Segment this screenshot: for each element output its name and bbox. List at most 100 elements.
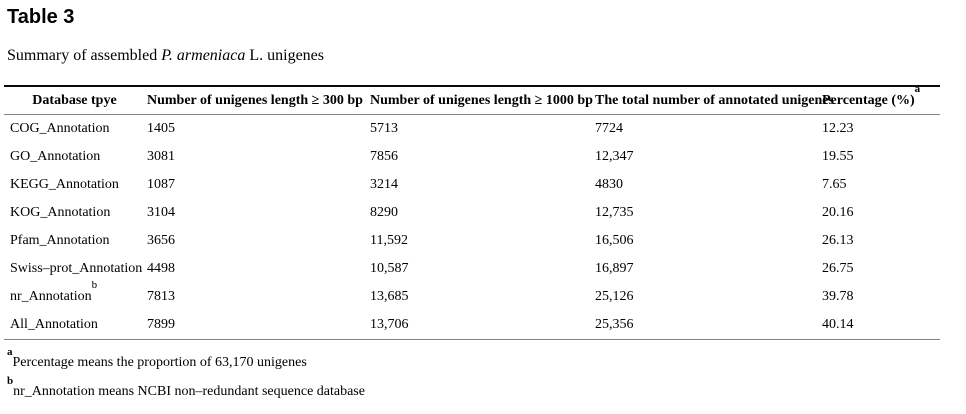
caption-prefix: Summary of assembled bbox=[7, 47, 162, 64]
cell-value: COG_Annotation bbox=[10, 121, 110, 136]
column-header-label: Number of unigenes length ≥ 1000 bp bbox=[370, 93, 593, 108]
cell-database: All_Annotation bbox=[4, 311, 145, 340]
table-body: COG_Annotation 1405 5713 7724 12.23 GO_Annota… bbox=[4, 115, 940, 340]
cell-value: 4830 bbox=[595, 177, 623, 192]
table-row: KEGG_Annotation 1087 3214 4830 7.65 bbox=[4, 171, 940, 199]
cell-value: 12,735 bbox=[595, 205, 634, 220]
cell-value: 1405 bbox=[147, 121, 175, 136]
footnote-marker-b: b bbox=[7, 375, 14, 388]
cell-value: 7856 bbox=[370, 149, 398, 164]
cell-percentage: 12.23 bbox=[820, 115, 940, 144]
cell-len1000: 11,592 bbox=[368, 227, 593, 255]
cell-value: KOG_Annotation bbox=[10, 205, 111, 220]
cell-value: 11,592 bbox=[370, 233, 408, 248]
cell-len1000: 7856 bbox=[368, 143, 593, 171]
cell-value: nr_Annotation bbox=[10, 289, 92, 304]
cell-database: KEGG_Annotation bbox=[4, 171, 145, 199]
cell-value: 7899 bbox=[147, 317, 175, 332]
cell-value: 16,506 bbox=[595, 233, 634, 248]
table-row: Pfam_Annotation 3656 11,592 16,506 26.13 bbox=[4, 227, 940, 255]
cell-value: 3081 bbox=[147, 149, 175, 164]
cell-value: 19.55 bbox=[822, 149, 854, 164]
cell-value: 1087 bbox=[147, 177, 175, 192]
cell-value: Swiss–prot_Annotation bbox=[10, 261, 143, 276]
cell-len300: 4498 bbox=[145, 255, 368, 283]
cell-value: 26.75 bbox=[822, 261, 854, 276]
footnotes: aPercentage means the proportion of 63,1… bbox=[7, 347, 966, 401]
cell-len300: 3656 bbox=[145, 227, 368, 255]
cell-total: 12,735 bbox=[593, 199, 820, 227]
table-row: COG_Annotation 1405 5713 7724 12.23 bbox=[4, 115, 940, 144]
cell-value: GO_Annotation bbox=[10, 149, 101, 164]
column-header-len300: Number of unigenes length ≥ 300 bp bbox=[145, 86, 368, 115]
cell-value: 25,126 bbox=[595, 289, 634, 304]
footnote-text: nr_Annotation means NCBI non–redundant s… bbox=[13, 384, 365, 399]
cell-percentage: 19.55 bbox=[820, 143, 940, 171]
table-header-row: Database tpye Number of unigenes length ≥… bbox=[4, 83, 940, 115]
cell-database: COG_Annotation bbox=[4, 115, 145, 144]
cell-len300: 1405 bbox=[145, 115, 368, 144]
cell-value: 10,587 bbox=[370, 261, 409, 276]
cell-database: nr_Annotationb bbox=[4, 280, 145, 311]
table-caption: Summary of assembled P. armeniaca L. uni… bbox=[7, 46, 966, 65]
column-header-label: Percentage (%) bbox=[822, 93, 915, 108]
table-row: KOG_Annotation 3104 8290 12,735 20.16 bbox=[4, 199, 940, 227]
cell-len300: 3104 bbox=[145, 199, 368, 227]
cell-value: 7813 bbox=[147, 289, 175, 304]
column-header-label: Database tpye bbox=[32, 93, 117, 108]
cell-len300: 3081 bbox=[145, 143, 368, 171]
cell-percentage: 20.16 bbox=[820, 199, 940, 227]
cell-value: 20.16 bbox=[822, 205, 854, 220]
cell-value: 7724 bbox=[595, 121, 623, 136]
cell-database: KOG_Annotation bbox=[4, 199, 145, 227]
cell-len1000: 13,706 bbox=[368, 311, 593, 340]
table-row: All_Annotation 7899 13,706 25,356 40.14 bbox=[4, 311, 940, 340]
column-header-len1000: Number of unigenes length ≥ 1000 bp bbox=[368, 86, 593, 115]
cell-value: 26.13 bbox=[822, 233, 854, 248]
unigenes-summary-table: Database tpye Number of unigenes length ≥… bbox=[4, 83, 940, 340]
cell-percentage: 26.75 bbox=[820, 255, 940, 283]
cell-total: 16,506 bbox=[593, 227, 820, 255]
cell-total: 12,347 bbox=[593, 143, 820, 171]
caption-species-name: P. armeniaca bbox=[161, 47, 246, 64]
cell-database: Pfam_Annotation bbox=[4, 227, 145, 255]
cell-len1000: 13,685 bbox=[368, 283, 593, 311]
cell-value: 13,706 bbox=[370, 317, 409, 332]
footnote-b: bnr_Annotation means NCBI non–redundant … bbox=[7, 376, 966, 401]
cell-value: All_Annotation bbox=[10, 317, 98, 332]
cell-total: 7724 bbox=[593, 115, 820, 144]
table-header: Database tpye Number of unigenes length ≥… bbox=[4, 83, 940, 115]
column-header-label: Number of unigenes length ≥ 300 bp bbox=[147, 93, 363, 108]
cell-percentage: 7.65 bbox=[820, 171, 940, 199]
cell-value: 3214 bbox=[370, 177, 398, 192]
cell-value: 8290 bbox=[370, 205, 398, 220]
cell-value: KEGG_Annotation bbox=[10, 177, 119, 192]
footnote-marker-a: a bbox=[7, 346, 13, 359]
cell-value: 39.78 bbox=[822, 289, 854, 304]
cell-database: Swiss–prot_Annotation bbox=[4, 255, 145, 283]
footnote-a: aPercentage means the proportion of 63,1… bbox=[7, 347, 966, 372]
cell-value: 12,347 bbox=[595, 149, 634, 164]
cell-len1000: 5713 bbox=[368, 115, 593, 144]
cell-len1000: 8290 bbox=[368, 199, 593, 227]
cell-value: 7.65 bbox=[822, 177, 847, 192]
cell-total: 4830 bbox=[593, 171, 820, 199]
cell-total: 25,356 bbox=[593, 311, 820, 340]
column-header-label: The total number of annotated unigenes bbox=[595, 93, 834, 108]
footnote-marker-a: a bbox=[914, 83, 921, 96]
cell-len300: 7813 bbox=[145, 283, 368, 311]
cell-total: 25,126 bbox=[593, 283, 820, 311]
cell-percentage: 39.78 bbox=[820, 283, 940, 311]
cell-len1000: 10,587 bbox=[368, 255, 593, 283]
cell-percentage: 26.13 bbox=[820, 227, 940, 255]
cell-database: GO_Annotation bbox=[4, 143, 145, 171]
cell-value: 13,685 bbox=[370, 289, 409, 304]
cell-value: 40.14 bbox=[822, 317, 854, 332]
cell-value: 3656 bbox=[147, 233, 175, 248]
cell-len300: 7899 bbox=[145, 311, 368, 340]
cell-len1000: 3214 bbox=[368, 171, 593, 199]
cell-value: 4498 bbox=[147, 261, 175, 276]
footnote-text: Percentage means the proportion of 63,17… bbox=[12, 355, 307, 370]
cell-value: 16,897 bbox=[595, 261, 634, 276]
cell-len300: 1087 bbox=[145, 171, 368, 199]
